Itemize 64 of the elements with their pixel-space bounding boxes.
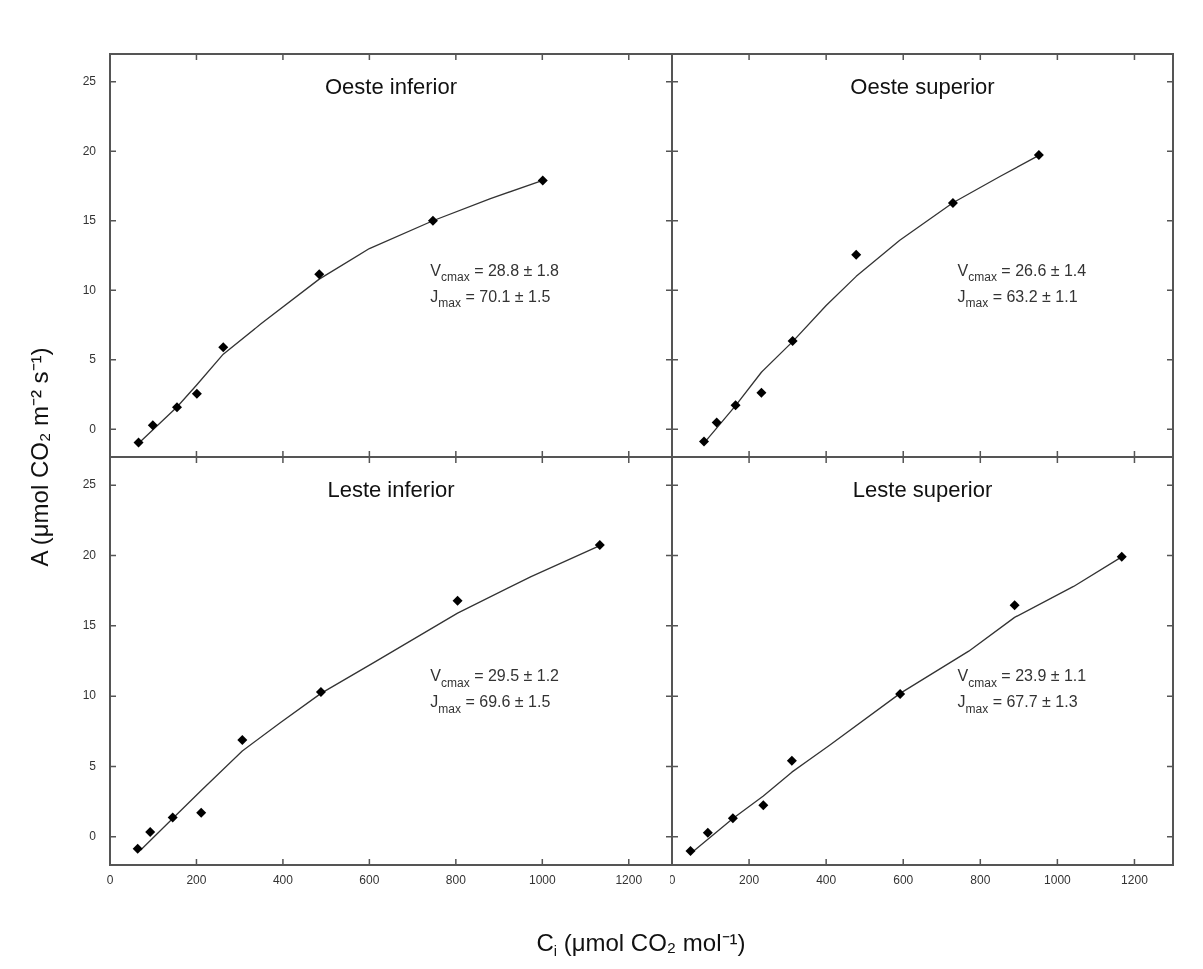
x-tick-label: 200 (739, 873, 760, 888)
point (1033, 149, 1044, 160)
point (727, 813, 738, 824)
point (851, 249, 862, 260)
y-tick-label: 20 (82, 143, 97, 158)
point (191, 388, 202, 399)
text: Oeste inferior (324, 74, 458, 99)
x-tick-label: 1000 (528, 873, 556, 888)
point (685, 845, 696, 856)
x-tick-label: 1000 (1044, 873, 1072, 888)
y-tick-label: 15 (82, 213, 97, 228)
point (698, 436, 709, 447)
point (218, 342, 229, 353)
point (172, 402, 183, 413)
y-tick-label: 20 (82, 547, 97, 562)
x-tick-label: 0 (668, 873, 676, 888)
point (133, 437, 144, 448)
y-tick-label: 15 (82, 618, 97, 633)
point (537, 175, 548, 186)
point (452, 595, 463, 606)
point (1116, 551, 1127, 562)
x-tick-label: 600 (893, 873, 914, 888)
point (786, 755, 797, 766)
point (711, 417, 722, 428)
y-tick-label: 10 (82, 282, 97, 297)
x-tick-label: 1200 (1121, 873, 1149, 888)
point (132, 843, 143, 854)
point (702, 827, 713, 838)
point (315, 687, 326, 698)
x-tick-label: 200 (186, 873, 207, 888)
y-tick-label: 25 (82, 477, 97, 492)
point (594, 539, 605, 550)
point (314, 269, 325, 280)
point (895, 689, 906, 700)
x-tick-label: 400 (272, 873, 294, 888)
point (947, 198, 958, 209)
point (1009, 600, 1020, 611)
text: Leste superior (852, 477, 993, 502)
point (196, 807, 207, 818)
x-tick-label: 1200 (615, 873, 643, 888)
x-tick-label: 800 (970, 873, 991, 888)
y-tick-label: 5 (89, 758, 97, 773)
y-tick-label: 0 (89, 421, 97, 436)
x-axis-title: C$_{i}$ (μmol CO₂ mol⁻¹) (536, 927, 746, 960)
y-axis-title: A (μmol CO₂ m⁻² s⁻¹) (24, 347, 54, 567)
point (730, 400, 741, 411)
point (167, 812, 178, 823)
point (237, 734, 248, 745)
text: Oeste superior (850, 74, 995, 99)
point (758, 800, 769, 811)
x-tick-label: 600 (359, 873, 380, 888)
y-tick-label: 5 (89, 352, 97, 367)
point (147, 420, 158, 431)
point (145, 827, 156, 838)
y-tick-label: 0 (89, 829, 97, 844)
y-tick-label: 25 (82, 74, 97, 89)
point (427, 215, 438, 226)
x-tick-label: 400 (816, 873, 837, 888)
point (787, 336, 798, 347)
text: Leste inferior (327, 477, 455, 502)
point (756, 387, 767, 398)
x-tick-label: 0 (106, 873, 114, 888)
x-tick-label: 800 (445, 873, 467, 888)
y-tick-label: 10 (82, 688, 97, 703)
